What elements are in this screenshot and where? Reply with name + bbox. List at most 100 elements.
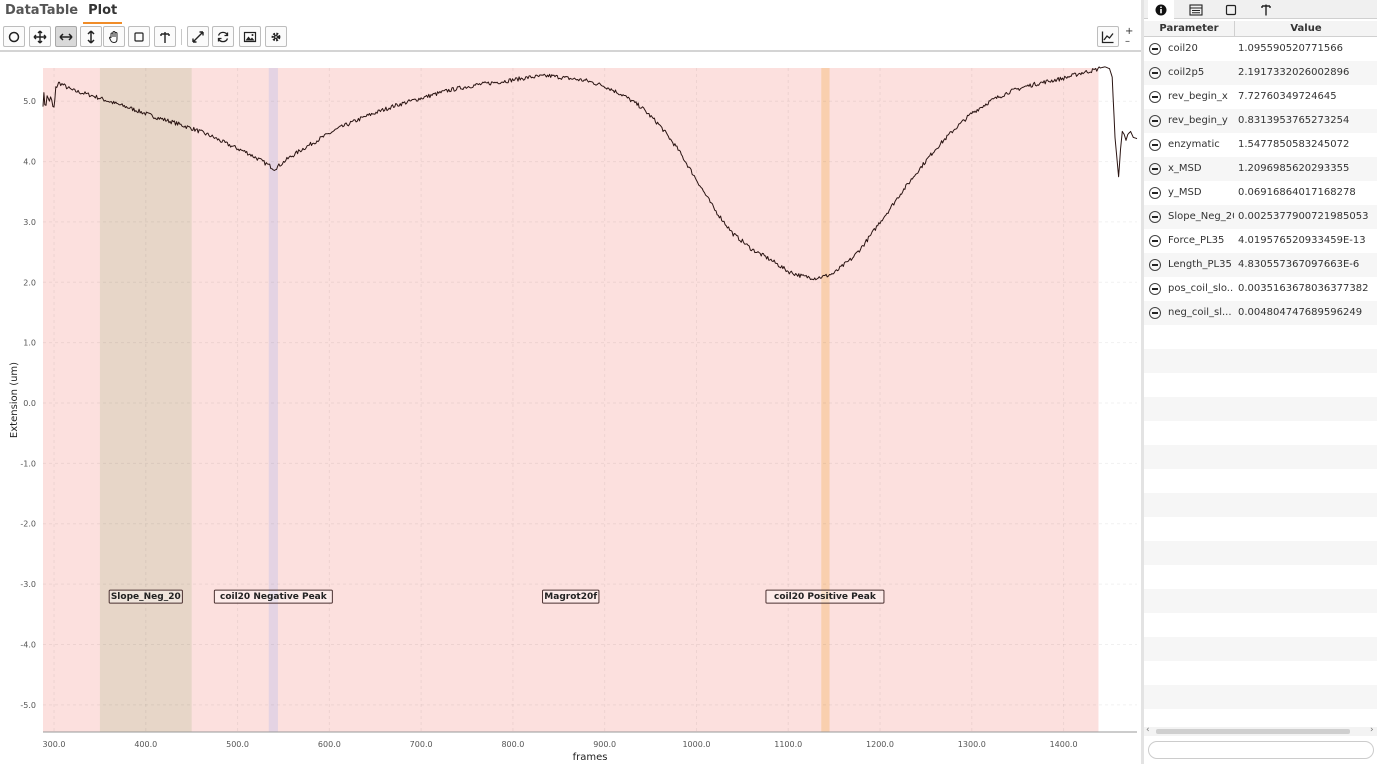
y-tick-label: 3.0 <box>23 218 36 227</box>
save-image-button[interactable] <box>239 26 261 47</box>
y-tick-label: 4.0 <box>23 158 36 167</box>
tab-region[interactable] <box>1218 0 1244 19</box>
tab-plot[interactable]: Plot <box>83 0 123 24</box>
remove-parameter-icon[interactable] <box>1149 235 1161 247</box>
horizontal-zoom-button[interactable] <box>55 26 77 47</box>
extension-plot[interactable]: Slope_Neg_20 coil20 Negative Peak Magrot20… <box>0 52 1141 764</box>
y-tick-label: -4.0 <box>20 640 36 649</box>
parameter-value[interactable]: 2.1917332026002896 <box>1238 67 1350 78</box>
parameter-row[interactable]: Slope_Neg_20 0.0025377900721985053 <box>1144 205 1377 229</box>
region-band[interactable] <box>43 68 1099 732</box>
remove-parameter-icon[interactable] <box>1149 115 1161 127</box>
remove-parameter-icon[interactable] <box>1149 139 1161 151</box>
parameters-panel: Parameter Value coil20 1.095590520771566 c… <box>1144 0 1377 764</box>
remove-parameter-icon[interactable] <box>1149 67 1161 79</box>
annotation-label[interactable]: coil20 Positive Peak <box>765 589 885 604</box>
select-tool-button[interactable] <box>3 26 25 47</box>
parameter-row[interactable]: neg_coil_sl... 0.004804747689596249 <box>1144 301 1377 325</box>
parameter-value[interactable]: 0.8313953765273254 <box>1238 115 1350 126</box>
y-tick-label: 0.0 <box>23 399 36 408</box>
tab-info[interactable] <box>1148 0 1174 19</box>
grab-tool-button[interactable] <box>103 26 125 47</box>
parameter-row[interactable]: enzymatic 1.547785058324507​2 <box>1144 133 1377 157</box>
parameter-value[interactable]: 1.2096985620293355 <box>1238 163 1350 174</box>
parameter-value[interactable]: 4.019576520933459E-13 <box>1238 235 1366 246</box>
parameter-column-header[interactable]: Parameter <box>1144 21 1235 37</box>
parameter-row[interactable]: Force_PL35 4.019576520933459E-13 <box>1144 229 1377 253</box>
zoom-plus-button[interactable]: + <box>1125 26 1134 37</box>
parameter-row[interactable]: rev_begin_y 0.8313953765273254 <box>1144 109 1377 133</box>
parameter-row[interactable]: Length_PL35 4.830557367097663E-6 <box>1144 253 1377 277</box>
x-tick-label: 500.0 <box>226 740 249 749</box>
pan-tool-button[interactable] <box>29 26 51 47</box>
annotation-text: Magrot20f <box>544 592 597 602</box>
parameter-row[interactable]: coil2p5 2.1917332026002896 <box>1144 61 1377 85</box>
splitter[interactable] <box>1141 0 1144 764</box>
remove-parameter-icon[interactable] <box>1149 43 1161 55</box>
parameter-row[interactable]: coil20 1.095590520771566 <box>1144 37 1377 61</box>
parameter-table: coil20 1.095590520771566 coil2p5 2.19173320… <box>1144 37 1377 727</box>
remove-parameter-icon[interactable] <box>1149 163 1161 175</box>
parameter-value[interactable]: 1.095590520771566 <box>1238 43 1343 54</box>
horizontal-scrollbar[interactable]: ‹ › <box>1144 725 1377 736</box>
region-band[interactable] <box>821 68 830 732</box>
extension-trace <box>42 66 1138 281</box>
empty-row <box>1144 661 1377 685</box>
parameter-value[interactable]: 0.06916864017168278 <box>1238 187 1356 198</box>
annotation-label[interactable]: coil20 Negative Peak <box>213 589 333 604</box>
square-region-icon <box>1225 4 1237 15</box>
annotate-button[interactable] <box>154 26 176 47</box>
y-tick-label: -3.0 <box>20 580 36 589</box>
remove-parameter-icon[interactable] <box>1149 211 1161 223</box>
scroll-left-icon[interactable]: ‹ <box>1146 725 1150 735</box>
parameter-value[interactable]: 0.004804747689596249 <box>1238 307 1363 318</box>
parameter-row[interactable]: y_MSD 0.06916864017168278 <box>1144 181 1377 205</box>
scrollbar-thumb[interactable] <box>1156 729 1350 734</box>
zoom-minus-button[interactable]: – <box>1125 36 1130 47</box>
parameter-name: pos_coil_slo... <box>1168 283 1234 294</box>
settings-gear-icon <box>271 32 281 41</box>
box-select-button[interactable] <box>128 26 150 47</box>
parameter-value[interactable]: 0.0025377900721985053 <box>1238 211 1369 222</box>
parameter-name: y_MSD <box>1168 187 1202 198</box>
region-band[interactable] <box>99 68 192 732</box>
vertical-zoom-button[interactable] <box>80 26 102 47</box>
expand-button[interactable] <box>187 26 209 47</box>
region-band[interactable] <box>268 68 278 732</box>
remove-parameter-icon[interactable] <box>1149 259 1161 271</box>
parameter-name: coil20 <box>1168 43 1198 54</box>
refresh-button[interactable] <box>212 26 234 47</box>
remove-parameter-icon[interactable] <box>1149 187 1161 199</box>
parameter-value[interactable]: 4.830557367097663E-6 <box>1238 259 1360 270</box>
tab-table[interactable] <box>1183 0 1209 19</box>
x-tick-label: 1300.0 <box>958 740 986 749</box>
remove-parameter-icon[interactable] <box>1149 91 1161 103</box>
plot-pane: DataTable Plot <box>0 0 1141 764</box>
remove-parameter-icon[interactable] <box>1149 307 1161 319</box>
parameter-value[interactable]: 1.547785058324507​2 <box>1238 139 1350 150</box>
refresh-icon <box>217 31 229 42</box>
y-tick-label: -1.0 <box>20 459 36 468</box>
parameter-row[interactable]: x_MSD 1.2096985620293355 <box>1144 157 1377 181</box>
parameter-row[interactable]: rev_begin_x 7.72760349724645 <box>1144 85 1377 109</box>
info-icon <box>1155 4 1167 15</box>
scroll-right-icon[interactable]: › <box>1370 725 1374 735</box>
annotation-label[interactable]: Slope_Neg_20 <box>108 589 183 604</box>
tab-annotations[interactable] <box>1253 0 1279 19</box>
tab-datatable[interactable]: DataTable <box>5 3 79 18</box>
parameter-filter-input[interactable] <box>1148 741 1374 759</box>
value-column-header[interactable]: Value <box>1290 23 1322 34</box>
remove-parameter-icon[interactable] <box>1149 283 1161 295</box>
parameter-row[interactable]: pos_coil_slo... 0.0035163678036377382 <box>1144 277 1377 301</box>
empty-row <box>1144 445 1377 469</box>
empty-row <box>1144 541 1377 565</box>
annotation-label[interactable]: Magrot20f <box>542 589 600 604</box>
select-tool-icon <box>8 31 20 42</box>
parameter-value[interactable]: 7.72760349724645 <box>1238 91 1337 102</box>
table-icon <box>1189 3 1203 16</box>
chart-line-button[interactable] <box>1097 26 1119 47</box>
parameter-value[interactable]: 0.0035163678036377382 <box>1238 283 1369 294</box>
x-tick-label: 1200.0 <box>866 740 894 749</box>
pin-icon <box>1261 4 1271 16</box>
settings-button[interactable] <box>265 26 287 47</box>
